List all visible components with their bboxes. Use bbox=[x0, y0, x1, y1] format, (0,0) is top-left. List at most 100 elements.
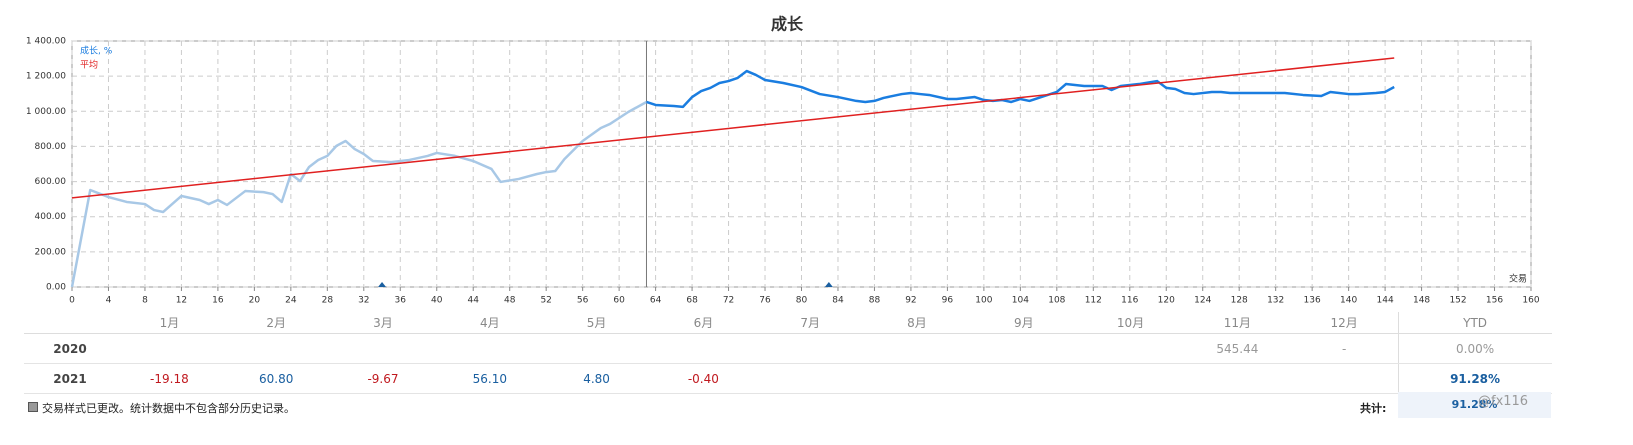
event-marker bbox=[378, 282, 387, 287]
cell bbox=[1290, 363, 1399, 394]
legend-label: 平均 bbox=[80, 59, 98, 71]
x-tick-label: 8 bbox=[142, 296, 148, 306]
x-tick-label: 152 bbox=[1449, 296, 1466, 306]
cell bbox=[756, 333, 864, 364]
x-tick-label: 132 bbox=[1267, 296, 1284, 306]
chart: 成长 0.00 200.00 400.00 600.00 800.00 1 000.00 1… bbox=[26, 15, 1540, 306]
stats-table: 1月 2月 3月 4月 5月 6月 7月 8月 9月 10月 11月 12月 YTD 2020 545.44… bbox=[24, 312, 1552, 394]
x-tick-label: 48 bbox=[504, 296, 516, 306]
column-header: 5月 bbox=[543, 312, 650, 334]
column-header: 10月 bbox=[1077, 312, 1184, 334]
cell bbox=[329, 333, 437, 364]
column-header: 7月 bbox=[756, 312, 864, 334]
x-tick-label: 124 bbox=[1194, 296, 1211, 306]
x-tick-label: 4 bbox=[106, 296, 112, 306]
y-tick-label: 1 200.00 bbox=[26, 72, 66, 82]
x-tick-label: 56 bbox=[577, 296, 589, 306]
cell: -9.67 bbox=[329, 363, 437, 394]
column-header: 9月 bbox=[970, 312, 1078, 334]
y-tick-label: 1 400.00 bbox=[26, 37, 66, 47]
x-tick-label: 44 bbox=[467, 296, 479, 306]
x-tick-label: 92 bbox=[905, 296, 916, 306]
x-tick-label: 104 bbox=[1012, 296, 1029, 306]
cell: 56.10 bbox=[436, 363, 544, 394]
cell bbox=[543, 333, 650, 364]
x-tick-label: 20 bbox=[249, 296, 261, 306]
x-tick-label: 136 bbox=[1304, 296, 1321, 306]
header-row: 1月 2月 3月 4月 5月 6月 7月 8月 9月 10月 11月 12月 YTD bbox=[24, 312, 1552, 334]
cell bbox=[863, 333, 971, 364]
year: 2020 bbox=[24, 333, 116, 364]
x-tick-label: 160 bbox=[1522, 296, 1539, 306]
x-tick-label: 32 bbox=[358, 296, 369, 306]
column-header: 4月 bbox=[436, 312, 544, 334]
x-tick-label: 72 bbox=[723, 296, 734, 306]
column-header: 3月 bbox=[329, 312, 437, 334]
watermark: @fx116 bbox=[1478, 394, 1529, 409]
y-tick-label: 0.00 bbox=[46, 283, 66, 293]
y-tick-label: 400.00 bbox=[35, 212, 67, 222]
y-tick-label: 200.00 bbox=[35, 247, 67, 257]
line-series bbox=[70, 100, 648, 288]
column-header: 2月 bbox=[222, 312, 330, 334]
x-tick-label: 24 bbox=[285, 296, 297, 306]
x-tick-label: 128 bbox=[1231, 296, 1248, 306]
cell bbox=[649, 333, 757, 364]
x-tick-label: 116 bbox=[1121, 296, 1138, 306]
data-row: 2020 545.44-0.00% bbox=[24, 333, 1552, 364]
x-tick-label: 40 bbox=[431, 296, 443, 306]
x-tick-label: 76 bbox=[759, 296, 771, 306]
chart-title: 成长 bbox=[771, 15, 804, 34]
x-tick-label: 60 bbox=[613, 296, 625, 306]
cell: -19.18 bbox=[116, 363, 223, 394]
total-label: 共计: bbox=[1360, 402, 1387, 415]
column-header: 11月 bbox=[1183, 312, 1291, 334]
column-header: YTD bbox=[1397, 312, 1552, 334]
column-header: 12月 bbox=[1290, 312, 1399, 334]
cell bbox=[436, 333, 544, 364]
x-tick-label: 36 bbox=[395, 296, 407, 306]
y-tick-label: 1 000.00 bbox=[26, 107, 66, 117]
x-tick-label: 112 bbox=[1085, 296, 1102, 306]
note: 交易样式已更改。统计数据中不包含部分历史记录。 bbox=[42, 402, 295, 415]
cell bbox=[116, 333, 223, 364]
x-tick-label: 68 bbox=[686, 296, 698, 306]
cell bbox=[863, 363, 971, 394]
x-tick-label: 96 bbox=[942, 296, 954, 306]
cell bbox=[756, 363, 864, 394]
x-axis-label: 交易 bbox=[1509, 273, 1527, 285]
cell: 0.00% bbox=[1397, 333, 1552, 364]
x-tick-label: 120 bbox=[1158, 296, 1175, 306]
column-header: 1月 bbox=[116, 312, 223, 334]
x-tick-label: 52 bbox=[540, 296, 551, 306]
legend-label: 成长, % bbox=[80, 45, 113, 57]
data-row: 2021 -19.18 60.80 -9.67 56.10 4.80 -0.40 91.28% bbox=[24, 363, 1552, 394]
x-tick-label: 140 bbox=[1340, 296, 1357, 306]
cell bbox=[1077, 363, 1184, 394]
x-tick-label: 148 bbox=[1413, 296, 1430, 306]
year: 2021 bbox=[24, 363, 116, 394]
column-header: 6月 bbox=[649, 312, 757, 334]
y-tick-label: 600.00 bbox=[35, 177, 67, 187]
x-tick-label: 16 bbox=[212, 296, 224, 306]
event-marker bbox=[824, 282, 833, 287]
cell: -0.40 bbox=[649, 363, 757, 394]
x-tick-label: 84 bbox=[832, 296, 844, 306]
x-tick-label: 0 bbox=[69, 296, 75, 306]
x-tick-label: 64 bbox=[650, 296, 662, 306]
cell bbox=[970, 363, 1078, 394]
x-tick-label: 100 bbox=[975, 296, 992, 306]
icon bbox=[28, 402, 38, 412]
cell bbox=[1183, 363, 1291, 394]
x-tick-label: 28 bbox=[322, 296, 334, 306]
x-tick-label: 108 bbox=[1048, 296, 1065, 306]
cell bbox=[970, 333, 1078, 364]
footer: 交易样式已更改。统计数据中不包含部分历史记录。 共计: 91.28% @fx11… bbox=[28, 392, 1551, 420]
cell: 4.80 bbox=[543, 363, 650, 394]
total: 91.28% bbox=[1398, 392, 1551, 418]
x-tick-label: 156 bbox=[1486, 296, 1503, 306]
column-header: 8月 bbox=[863, 312, 971, 334]
cell: 91.28% bbox=[1397, 363, 1552, 394]
cell: 545.44 bbox=[1183, 333, 1291, 364]
